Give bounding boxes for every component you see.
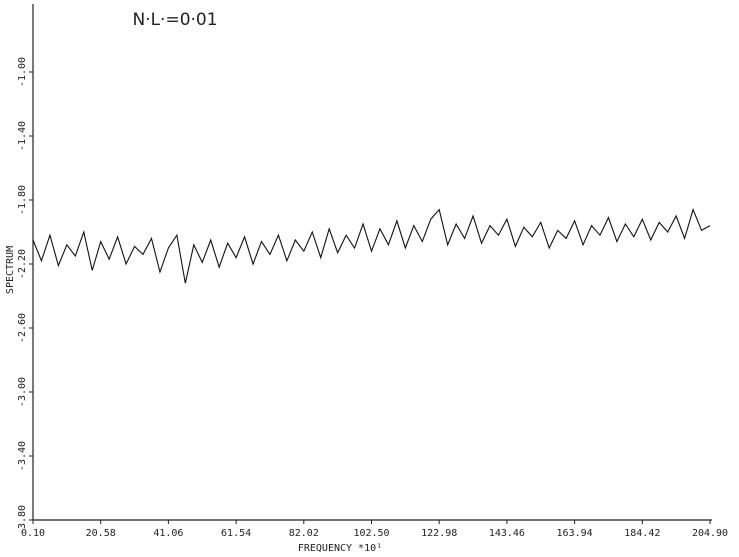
x-tick-label: 20.58 [86, 528, 116, 539]
x-axis-label: FREQUENCY *10¹ [298, 543, 382, 554]
y-tick-label: -1.00 [17, 57, 28, 87]
x-tick-label: 163.94 [557, 528, 593, 539]
y-tick-label: -2.60 [17, 313, 28, 343]
y-tick-label: -1.80 [17, 185, 28, 215]
spectrum-line [32, 207, 711, 284]
y-tick-label: -3.80 [17, 505, 28, 535]
x-tick-label: 61.54 [221, 528, 251, 539]
y-tick-label: -1.40 [17, 121, 28, 151]
chart-title: N·L·=0·01 [132, 10, 217, 30]
x-tick-label: 41.06 [153, 528, 183, 539]
x-tick-label: 184.42 [624, 528, 660, 539]
x-tick-label: 82.02 [289, 528, 319, 539]
y-tick-label: -3.00 [17, 377, 28, 407]
x-tick-label: 204.90 [692, 528, 728, 539]
y-tick-label: -3.40 [17, 441, 28, 471]
y-tick-label: -2.20 [17, 249, 28, 279]
x-tick-label: 0.10 [21, 528, 45, 539]
y-axis-label: SPECTRUM [5, 246, 16, 294]
x-tick-label: 122.98 [421, 528, 457, 539]
x-tick-label: 143.46 [489, 528, 525, 539]
x-tick-label: 102.50 [353, 528, 389, 539]
